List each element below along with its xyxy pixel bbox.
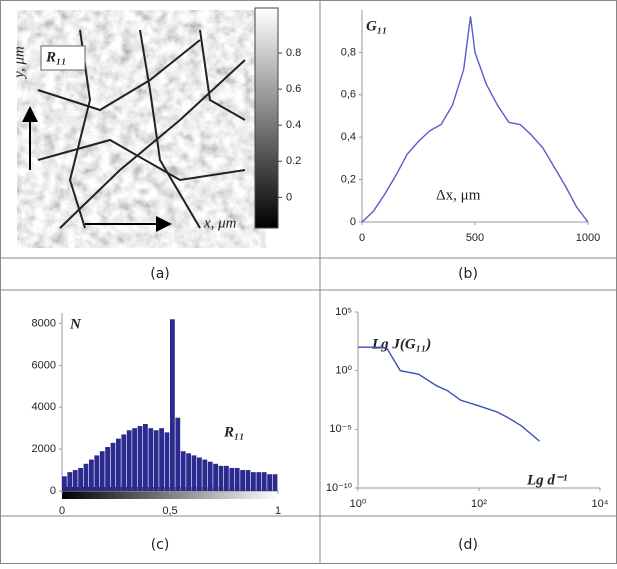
bar (153, 430, 159, 491)
y-tick-label: 10⁰ (335, 365, 352, 377)
bar (72, 470, 78, 491)
x-axis-label: x, μm (203, 215, 237, 231)
x-tick-label: 0 (59, 505, 65, 517)
bar (272, 474, 278, 491)
caption: (b) (458, 266, 478, 282)
y-tick-label: 0,4 (341, 131, 356, 143)
y-tick-label: 0,2 (341, 174, 356, 186)
bar (159, 428, 164, 491)
bar (234, 467, 240, 491)
y-tick-label: 0,6 (341, 89, 356, 101)
bar (213, 463, 218, 491)
bar (126, 430, 132, 491)
bar (267, 474, 272, 491)
y-tick-label: 0 (50, 485, 56, 497)
y-tick-label: 0,8 (341, 46, 356, 58)
chart-title: N (69, 316, 82, 332)
colorbar-tick-label: 0.2 (286, 155, 301, 167)
x-tick-label: 0,5 (162, 505, 177, 517)
y-tick-label: 4000 (32, 401, 56, 413)
y-tick-label: 6000 (32, 359, 56, 371)
bar (89, 459, 94, 491)
bar (143, 423, 148, 491)
bar (121, 434, 127, 491)
y-tick-label: 0 (350, 216, 356, 228)
bar (137, 426, 143, 491)
caption: (c) (151, 537, 170, 553)
bar (94, 455, 100, 491)
bar (186, 453, 191, 491)
x-tick-label: 10⁰ (350, 498, 367, 510)
bar (180, 451, 186, 491)
y-axis-label: y, μm (11, 46, 27, 80)
y-tick-label: 10⁻¹⁰ (326, 482, 353, 494)
bar (207, 461, 213, 491)
x-tick-label: 500 (466, 232, 484, 244)
bar (110, 442, 116, 491)
bar (67, 472, 73, 491)
bar (132, 428, 137, 491)
y-tick-label: 10⁵ (335, 306, 352, 318)
colorbar-tick-label: 0.4 (286, 119, 301, 131)
bar (256, 472, 262, 491)
chart-title: G₁₁ (366, 18, 387, 34)
micrograph (22, 7, 279, 232)
bar (251, 472, 256, 491)
bar (78, 467, 83, 491)
x-tick-label: 10² (471, 498, 487, 510)
bar (229, 467, 235, 491)
y-tick-label: 8000 (32, 317, 56, 329)
bar (197, 457, 202, 491)
colorbar-tick-label: 0.6 (286, 83, 301, 95)
x-tick-label: 1 (275, 505, 281, 517)
bar (261, 472, 267, 491)
line (361, 16, 589, 223)
bar (245, 470, 251, 491)
bar (175, 417, 181, 491)
annotation: Lg d⁻¹ (526, 472, 567, 488)
bar (170, 319, 175, 491)
colorbar-tick-label: 0 (286, 191, 292, 203)
bar (105, 447, 110, 491)
bar (99, 451, 105, 491)
bar (62, 476, 67, 491)
y-tick-label: 2000 (32, 443, 56, 455)
annotation: Δx, μm (436, 187, 481, 203)
bar (191, 455, 197, 491)
x-tick-label: 0 (359, 232, 365, 244)
caption: (d) (458, 537, 478, 553)
line (358, 346, 540, 442)
bar (116, 438, 121, 491)
image-label: R₁₁ (45, 49, 66, 65)
y-tick-label: 10⁻⁵ (329, 423, 352, 435)
caption: (a) (150, 266, 170, 282)
bar (240, 470, 245, 491)
annotation: R₁₁ (223, 424, 244, 440)
bar (202, 459, 208, 491)
x-tick-label: 1000 (576, 232, 600, 244)
colorbar-tick-label: 0.8 (286, 47, 301, 59)
bar (148, 428, 154, 491)
bar (218, 465, 224, 491)
chart-title: Lg J(G₁₁) (371, 336, 431, 352)
bar (164, 432, 170, 491)
bar (224, 465, 229, 491)
bar (83, 463, 89, 491)
x-tick-label: 10⁴ (592, 498, 609, 510)
